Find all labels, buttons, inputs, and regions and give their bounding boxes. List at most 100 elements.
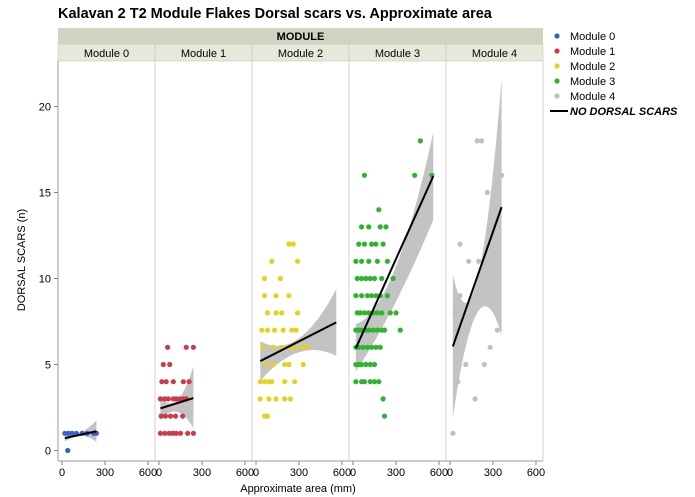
data-point — [367, 275, 373, 282]
data-point — [185, 430, 191, 436]
data-point — [381, 413, 388, 419]
x-tick-label: 300 — [96, 467, 114, 479]
data-point — [190, 430, 196, 436]
data-point — [356, 241, 362, 247]
data-point — [269, 258, 275, 264]
data-point — [393, 310, 399, 316]
data-point — [369, 241, 375, 247]
data-point — [465, 327, 471, 333]
x-tick-label: 0 — [350, 467, 356, 479]
x-tick-label: 300 — [193, 467, 211, 479]
data-point — [487, 344, 493, 350]
legend-label: Module 4 — [570, 91, 615, 103]
data-point — [353, 258, 359, 264]
legend-marker — [554, 78, 560, 84]
fit-line — [259, 321, 337, 362]
x-tick-label: 600 — [430, 467, 448, 479]
data-point — [364, 293, 370, 299]
legend-label: Module 3 — [570, 76, 615, 88]
data-point — [369, 293, 375, 299]
data-point — [374, 327, 380, 333]
fit-line — [451, 206, 503, 347]
data-point — [159, 379, 165, 385]
data-point — [279, 310, 285, 316]
data-point — [293, 327, 299, 333]
data-point — [453, 327, 459, 333]
legend-label: Module 2 — [570, 61, 615, 73]
data-point — [292, 379, 298, 385]
data-point — [273, 310, 279, 316]
y-tick-label: 0 — [45, 446, 51, 458]
data-point — [397, 327, 403, 333]
data-point — [373, 241, 379, 247]
data-point — [377, 224, 383, 230]
data-point — [417, 138, 423, 144]
panel-header-label: Module 4 — [472, 48, 517, 60]
data-point — [286, 361, 292, 368]
data-point — [270, 344, 276, 350]
data-point — [384, 293, 390, 299]
data-point — [173, 396, 179, 402]
legend-marker — [554, 33, 560, 39]
data-point — [450, 430, 456, 436]
data-point — [412, 172, 418, 178]
fit-line — [354, 175, 435, 349]
x-tick-label: 300 — [387, 467, 405, 479]
data-point — [359, 258, 365, 264]
data-point — [172, 413, 179, 419]
data-point — [65, 430, 72, 436]
data-point — [371, 361, 378, 368]
x-tick-label: 0 — [253, 467, 259, 479]
data-point — [262, 275, 268, 282]
fit-line — [64, 430, 97, 440]
data-point — [173, 430, 179, 436]
confidence-band — [160, 366, 194, 429]
data-point — [289, 327, 295, 333]
data-point — [273, 396, 279, 402]
data-point — [379, 275, 385, 282]
data-point — [282, 396, 288, 402]
data-point — [264, 310, 271, 316]
data-point — [300, 361, 306, 368]
data-point — [294, 310, 301, 316]
data-point — [363, 361, 369, 368]
data-point — [369, 344, 375, 350]
data-point — [354, 275, 360, 282]
plot-area — [58, 61, 543, 461]
data-point — [357, 310, 363, 316]
data-point — [160, 361, 166, 368]
data-point — [457, 241, 463, 247]
data-point — [167, 413, 174, 419]
data-point — [494, 327, 500, 333]
data-point — [158, 413, 164, 419]
data-point — [167, 361, 173, 368]
legend-marker — [554, 93, 560, 99]
confidence-band — [452, 78, 502, 418]
data-point — [359, 293, 365, 299]
data-point — [287, 396, 293, 402]
data-point — [186, 379, 192, 385]
data-point — [305, 344, 311, 350]
data-point — [481, 361, 487, 368]
group-header-bg — [58, 28, 543, 44]
data-point — [190, 344, 196, 350]
data-point — [260, 344, 266, 350]
data-point — [165, 344, 171, 350]
y-axis-label: DORSAL SCARS (n) — [16, 208, 28, 312]
data-point — [361, 241, 368, 247]
data-point — [360, 344, 366, 350]
data-point — [366, 327, 372, 333]
data-point — [359, 224, 365, 230]
data-point — [162, 413, 169, 419]
data-point — [299, 344, 305, 350]
data-point — [374, 310, 380, 316]
x-tick-label: 600 — [527, 467, 545, 479]
data-point — [180, 413, 186, 419]
x-tick-label: 0 — [59, 467, 65, 479]
data-point — [259, 327, 265, 333]
legend-label: Module 0 — [570, 31, 615, 43]
data-point — [364, 344, 370, 350]
panel-header-label: Module 3 — [375, 48, 420, 60]
data-point — [170, 430, 176, 436]
